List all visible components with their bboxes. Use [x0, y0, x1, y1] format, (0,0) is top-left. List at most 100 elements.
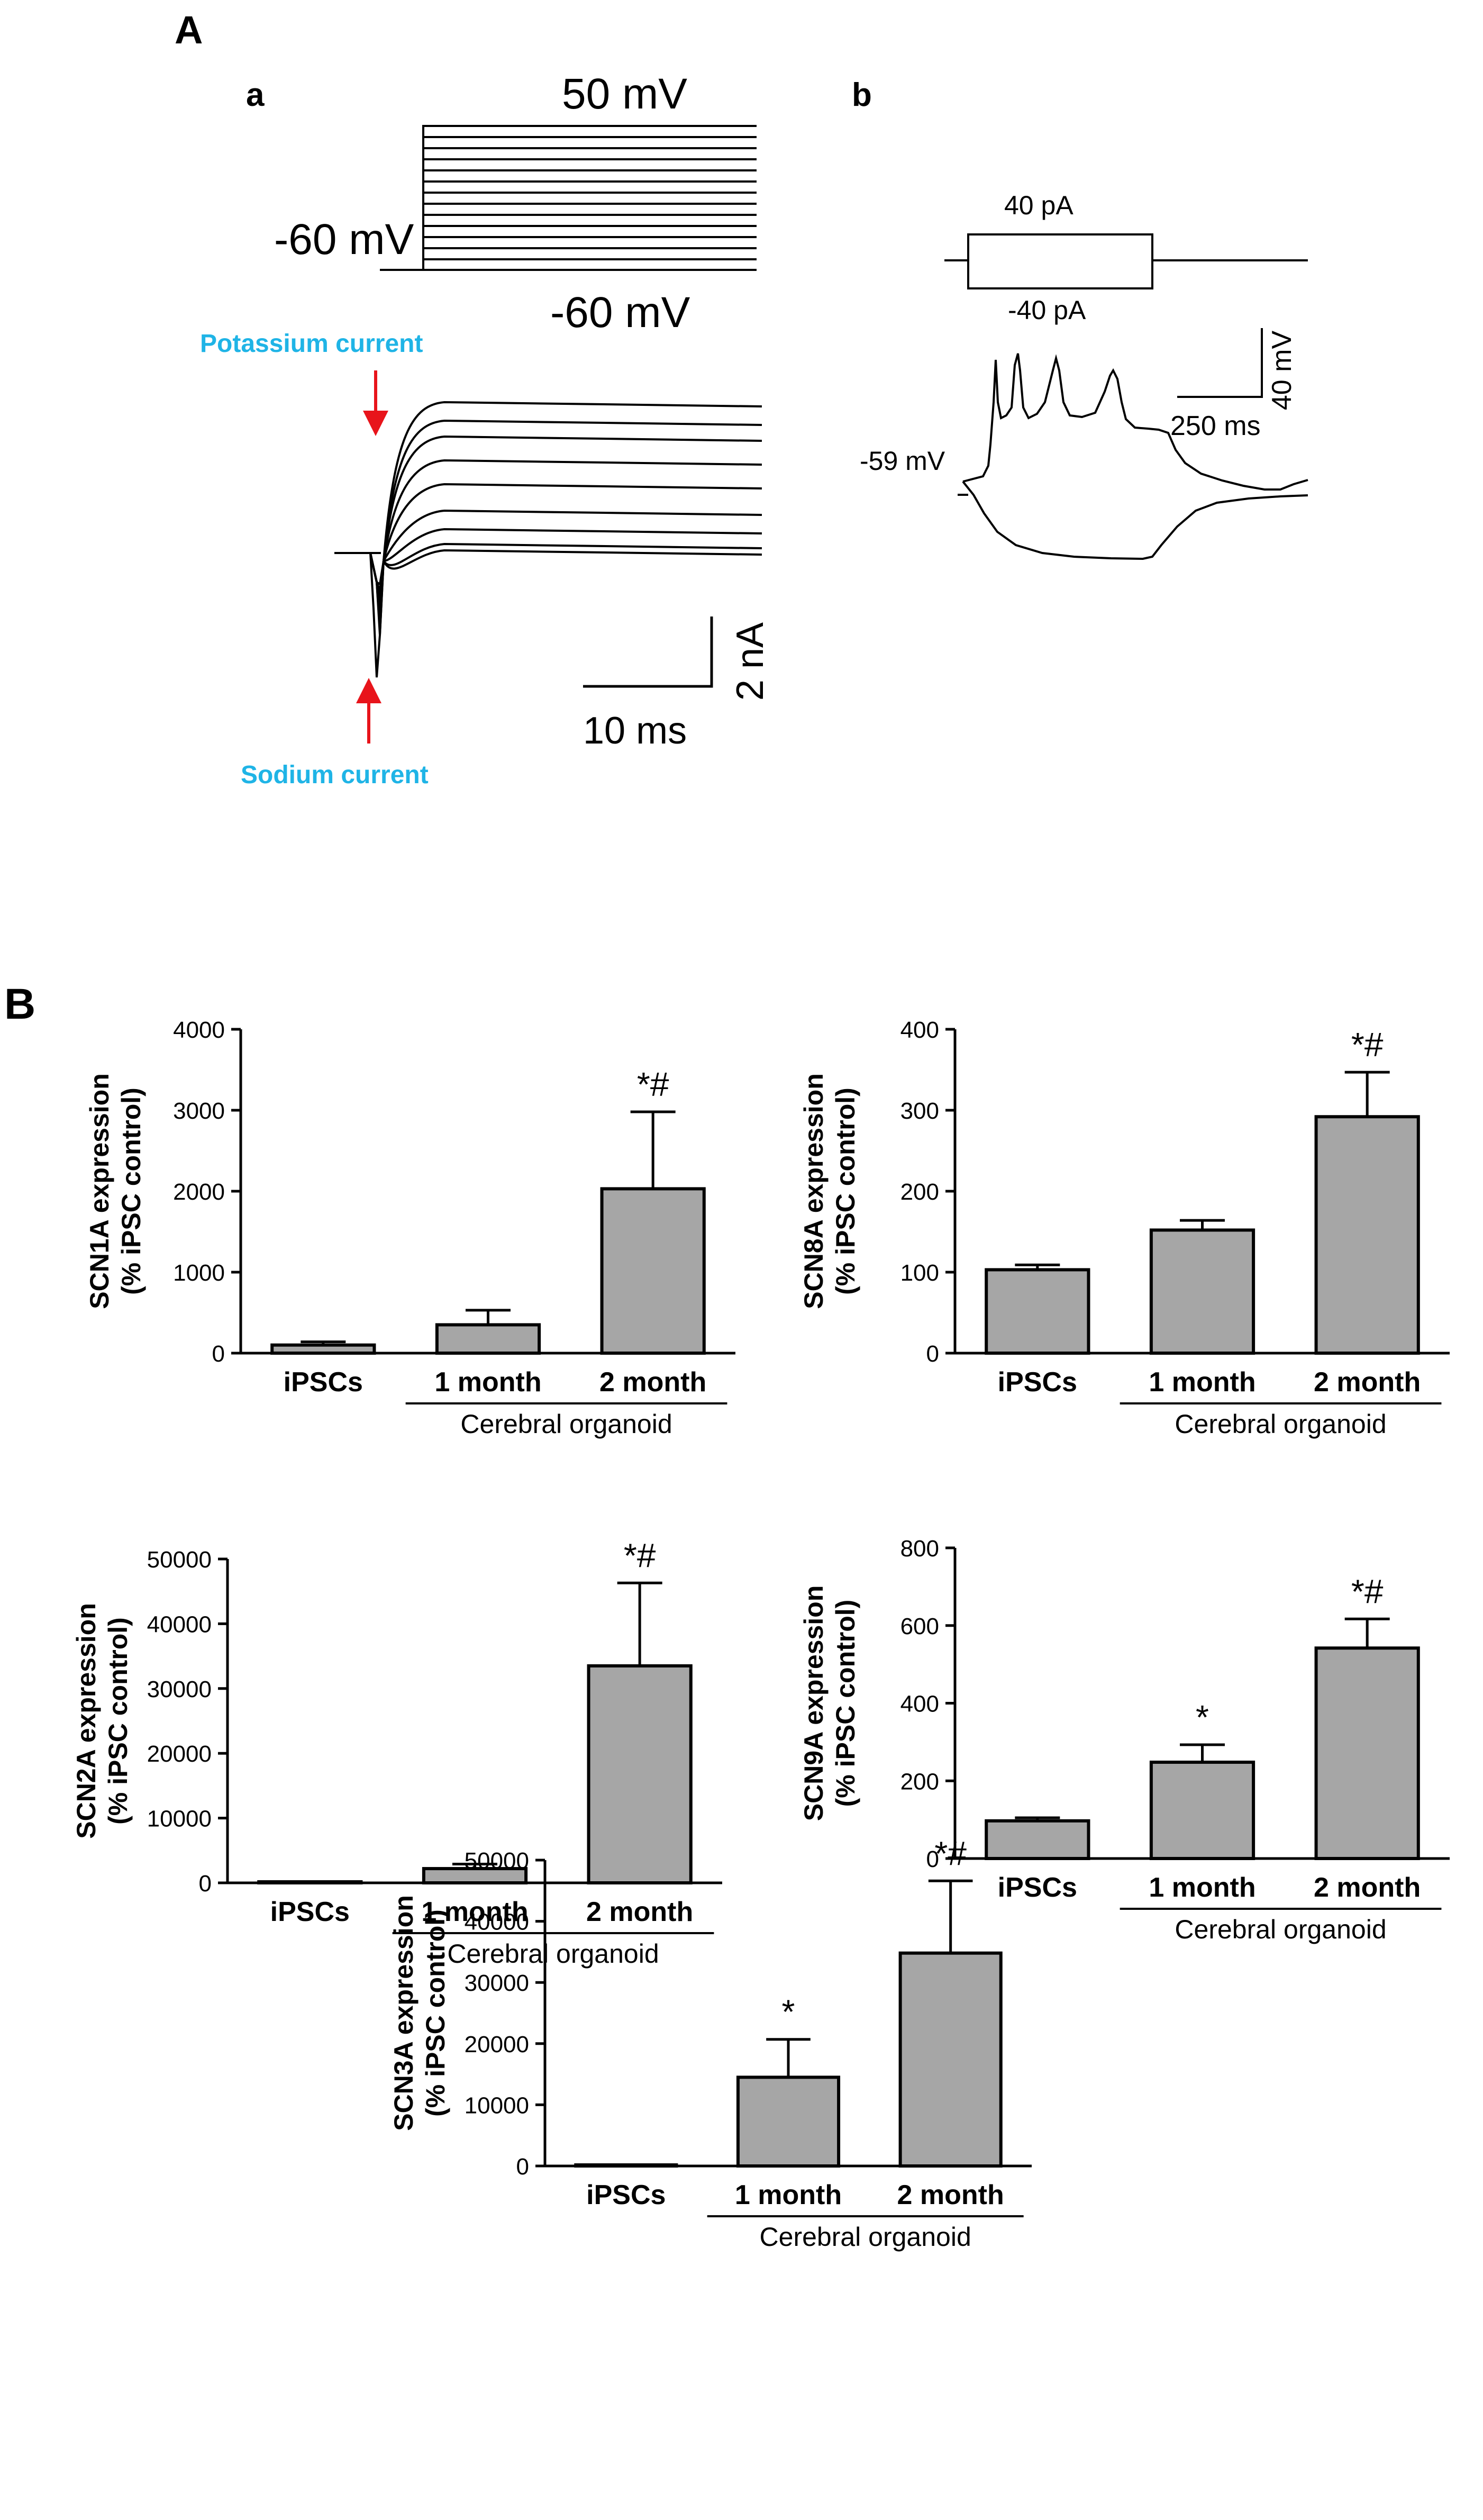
action-potential-trace [962, 353, 1308, 491]
bar [736, 2075, 841, 2168]
bar [985, 1268, 1090, 1355]
potassium-current-label: Potassium current [200, 330, 423, 358]
x-tick-label: 1 month [1149, 1367, 1255, 1398]
y-tick-label: 2000 [173, 1179, 225, 1205]
y-tick-label: 10000 [147, 1806, 212, 1832]
panel-a-label: A [175, 8, 203, 52]
y-tick-label: 40000 [465, 1909, 529, 1935]
significance-marker: *# [934, 1834, 967, 1872]
x-tick-label: iPSCs [998, 1872, 1077, 1903]
x-tick-label: iPSCs [998, 1367, 1077, 1398]
y-axis-label-unit: (% iPSC control) [103, 1617, 133, 1825]
current-traces [334, 401, 762, 678]
scale-label-40mv: 40 mV [1267, 331, 1297, 411]
resting-potential-label: -59 mV [860, 446, 945, 476]
scale-label-2na: 2 nA [729, 622, 771, 701]
bar [435, 1323, 541, 1355]
bar [1314, 1646, 1420, 1861]
sodium-current-trace [369, 552, 384, 678]
current-step-box [944, 233, 1308, 289]
group-label: Cerebral organoid [1175, 1409, 1386, 1439]
y-axis-label-unit: (% iPSC control) [831, 1087, 860, 1295]
y-tick-label: 0 [926, 1341, 939, 1367]
current-trace [369, 419, 762, 629]
y-axis-label: SCN3A expression [389, 1895, 418, 2131]
significance-marker: *# [624, 1536, 656, 1574]
y-tick-label: 400 [900, 1017, 939, 1043]
panel-a: A a 50 mV -60 mV -60 mV Potassium curren… [175, 8, 1308, 789]
current-pos-label: 40 pA [1004, 191, 1073, 220]
scale-bar-b [1177, 328, 1263, 398]
bar [587, 1664, 693, 1884]
bar [1149, 1228, 1255, 1355]
x-tick-label: 2 month [897, 2180, 1004, 2210]
bar [270, 1343, 376, 1355]
significance-marker: *# [1351, 1026, 1384, 1064]
y-tick-label: 0 [212, 1341, 225, 1367]
group-label: Cerebral organoid [1175, 1915, 1386, 1944]
y-tick-label: 20000 [465, 2032, 529, 2057]
x-tick-label: 1 month [421, 1897, 528, 1927]
current-trace [369, 459, 762, 617]
y-tick-label: 200 [900, 1179, 939, 1205]
current-step-protocol [944, 233, 1153, 289]
bar [898, 1951, 1003, 2168]
x-tick-label: iPSCs [270, 1897, 350, 1927]
y-tick-label: 200 [900, 1769, 939, 1794]
x-tick-label: 2 month [1314, 1872, 1421, 1903]
panel-b-label: B [4, 980, 35, 1028]
voltage-top-label: 50 mV [562, 70, 687, 118]
y-tick-label: 0 [516, 2154, 529, 2180]
subpanel-b-label: b [852, 77, 872, 113]
scale-label-250ms: 250 ms [1170, 411, 1261, 441]
y-tick-label: 20000 [147, 1741, 212, 1767]
voltage-step-protocol [380, 125, 757, 271]
y-axis-label-unit: (% iPSC control) [116, 1087, 146, 1295]
y-tick-label: 1000 [173, 1260, 225, 1286]
subpanel-a-label: a [246, 77, 265, 113]
scale-label-10ms: 10 ms [583, 710, 687, 752]
y-tick-label: 40000 [147, 1611, 212, 1637]
chart-scn9a: 0 200 400 600 800 SCN9A expression (% iPSC con… [799, 1536, 1450, 1944]
x-tick-label: iPSCs [284, 1367, 363, 1398]
current-trace [369, 528, 762, 597]
significance-marker: * [782, 1993, 795, 2031]
y-tick-label: 0 [926, 1846, 939, 1872]
y-tick-label: 400 [900, 1691, 939, 1717]
x-tick-label: 1 month [1149, 1872, 1255, 1903]
y-tick-label: 10000 [465, 2092, 529, 2118]
voltage-hold-label: -60 mV [274, 215, 414, 264]
y-axis-label: SCN9A expression [799, 1585, 829, 1821]
chart-scn2a: 0 10000 20000 30000 40000 50000 SCN2A expressi… [71, 1536, 722, 1969]
y-axis-label-unit: (% iPSC control) [831, 1600, 860, 1807]
voltage-bottom-label: -60 mV [550, 288, 690, 337]
x-tick-label: 2 month [586, 1897, 693, 1927]
group-label: Cerebral organoid [447, 1939, 659, 1969]
voltage-clamp-panel: a 50 mV -60 mV -60 mV Potassium current … [200, 70, 771, 789]
x-tick-label: 1 month [735, 2180, 842, 2210]
y-axis-label-unit: (% iPSC control) [421, 1909, 450, 2117]
significance-marker: *# [637, 1065, 669, 1103]
significance-marker: *# [1351, 1572, 1384, 1610]
y-axis-label: SCN8A expression [799, 1073, 829, 1309]
y-tick-label: 30000 [147, 1676, 212, 1702]
y-axis-label: SCN1A expression [85, 1073, 114, 1309]
group-label: Cerebral organoid [460, 1409, 672, 1439]
y-tick-label: 4000 [173, 1017, 225, 1043]
current-trace [369, 549, 762, 586]
x-tick-label: iPSCs [586, 2180, 666, 2210]
chart-scn8a: 0 100 200 300 400 SCN8A expression (% iPSC con… [799, 1017, 1450, 1439]
x-tick-label: 2 month [599, 1367, 706, 1398]
bar [1149, 1761, 1255, 1861]
y-tick-label: 100 [900, 1260, 939, 1286]
current-neg-label: -40 pA [1008, 295, 1086, 325]
scale-bar-a [583, 617, 713, 688]
y-tick-label: 50000 [147, 1547, 212, 1573]
y-axis-label: SCN2A expression [71, 1603, 101, 1839]
significance-marker: * [1196, 1698, 1209, 1736]
x-tick-label: 1 month [434, 1367, 541, 1398]
bar [1314, 1115, 1420, 1355]
group-label: Cerebral organoid [760, 2222, 971, 2252]
y-tick-label: 50000 [465, 1848, 529, 1874]
